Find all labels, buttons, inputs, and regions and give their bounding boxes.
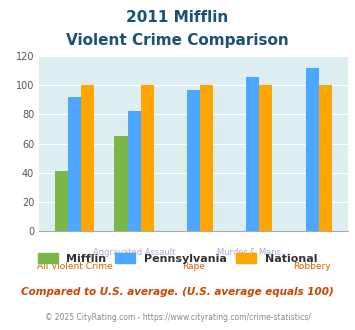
Bar <box>319 85 332 231</box>
Bar <box>68 97 81 231</box>
Text: 2011 Mifflin: 2011 Mifflin <box>126 10 229 25</box>
Bar <box>187 90 200 231</box>
Text: Violent Crime Comparison: Violent Crime Comparison <box>66 33 289 48</box>
Text: All Violent Crime: All Violent Crime <box>37 262 113 271</box>
Text: © 2025 CityRating.com - https://www.cityrating.com/crime-statistics/: © 2025 CityRating.com - https://www.city… <box>45 314 310 322</box>
Bar <box>114 136 127 231</box>
Bar <box>141 85 154 231</box>
Bar <box>127 112 141 231</box>
Text: Compared to U.S. average. (U.S. average equals 100): Compared to U.S. average. (U.S. average … <box>21 287 334 297</box>
Legend: Mifflin, Pennsylvania, National: Mifflin, Pennsylvania, National <box>38 253 317 264</box>
Bar <box>55 171 68 231</box>
Text: Rape: Rape <box>182 262 205 271</box>
Bar <box>200 85 213 231</box>
Text: Robbery: Robbery <box>294 262 331 271</box>
Bar <box>246 77 260 231</box>
Bar <box>306 68 319 231</box>
Text: Aggravated Assault: Aggravated Assault <box>93 248 175 257</box>
Text: Murder & Mans...: Murder & Mans... <box>217 248 289 257</box>
Bar <box>260 85 273 231</box>
Bar <box>81 85 94 231</box>
